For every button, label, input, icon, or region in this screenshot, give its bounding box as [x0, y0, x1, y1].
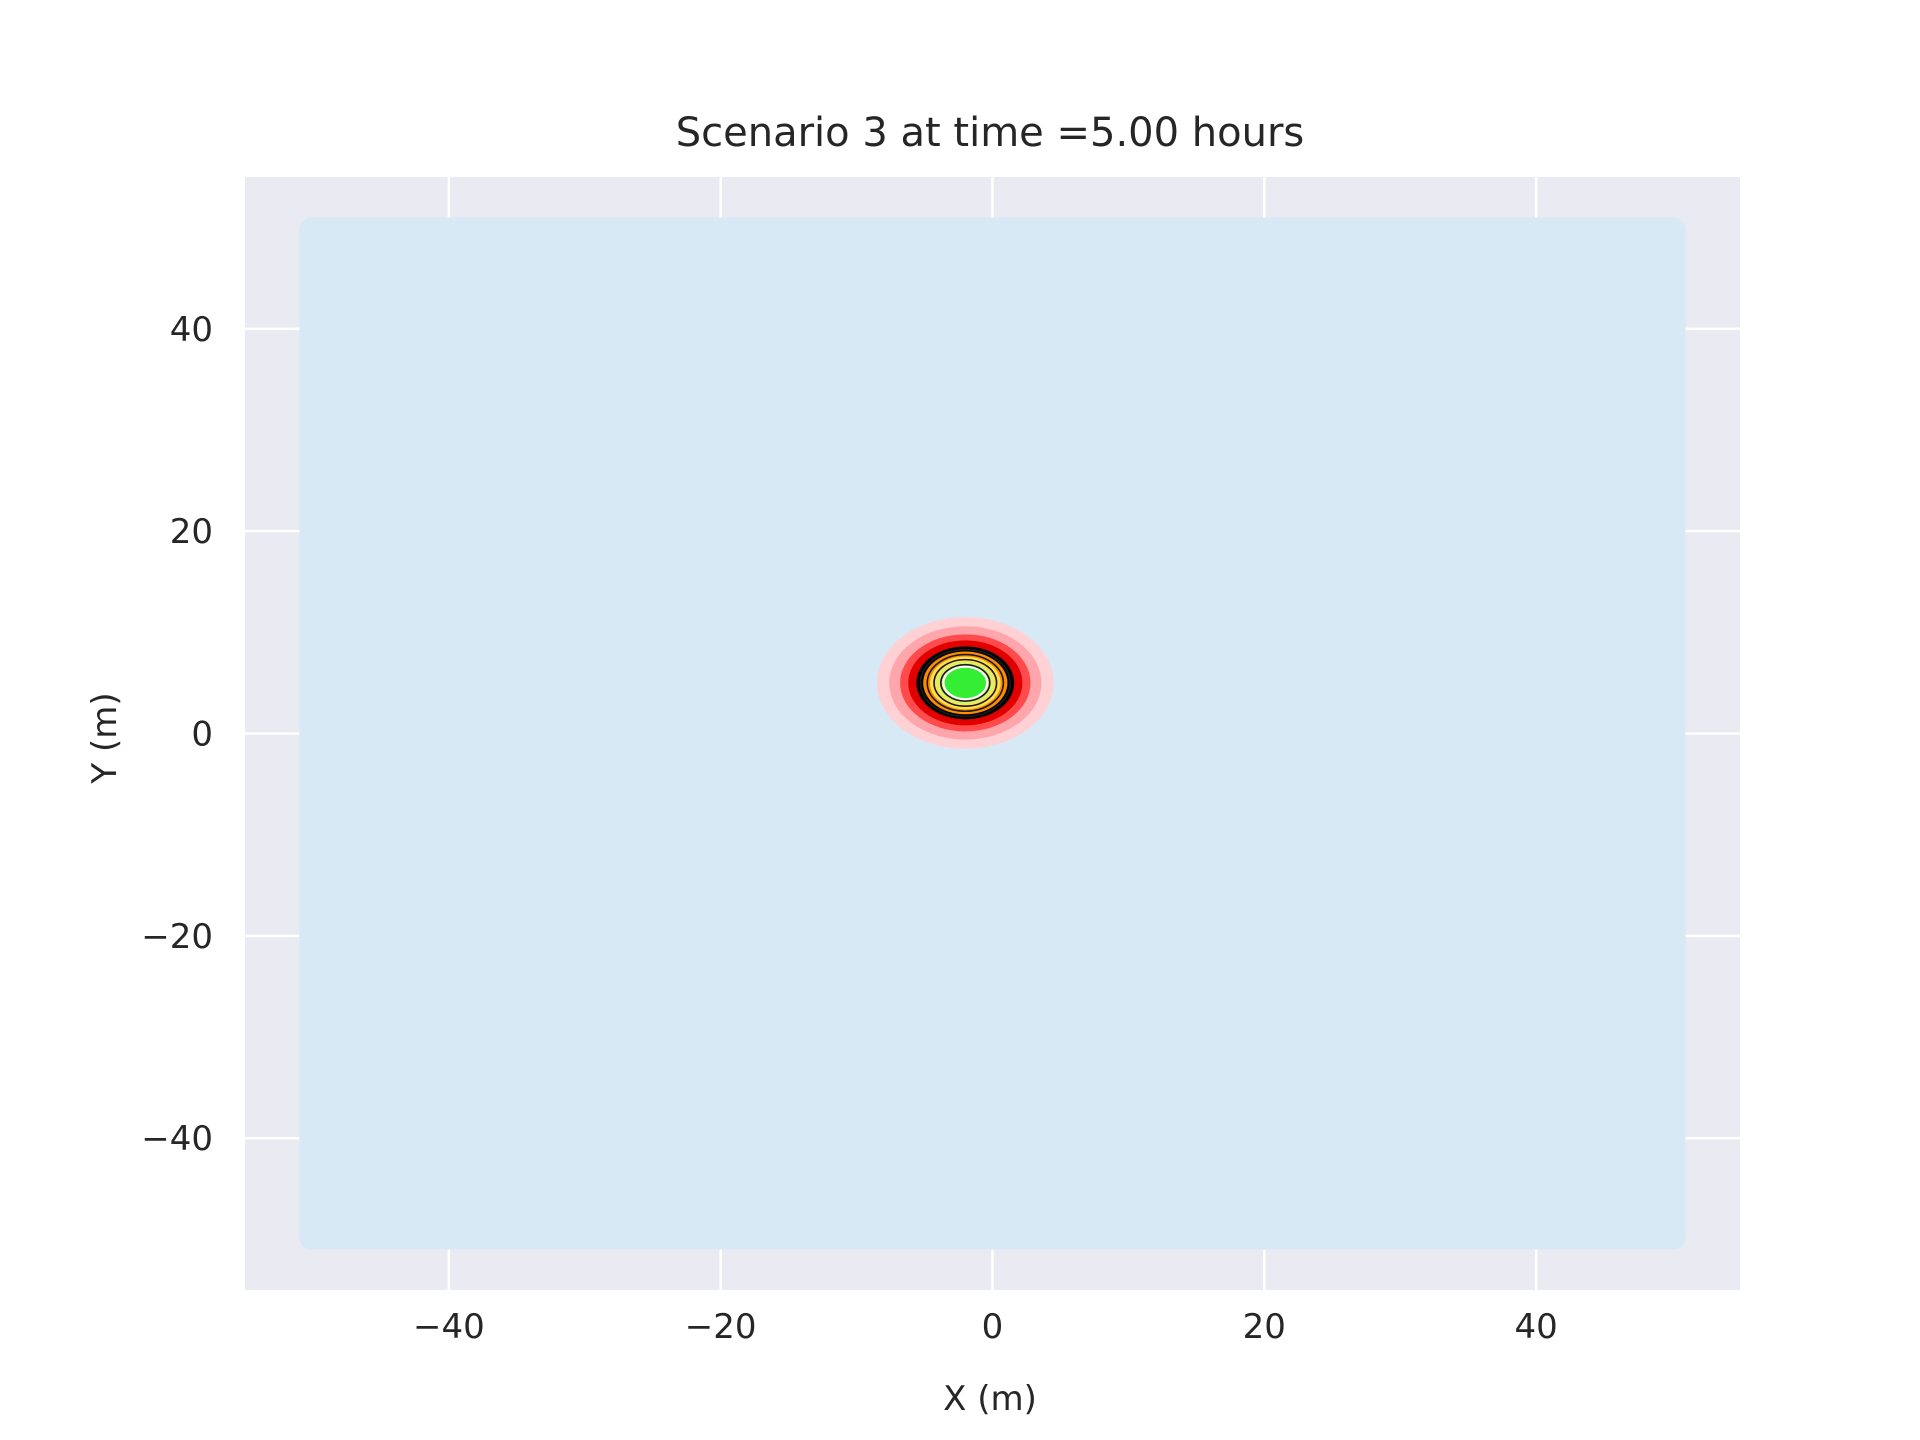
contour-line [940, 663, 991, 702]
x-tick-label: 40 [1515, 1307, 1558, 1347]
contour-line [919, 648, 1011, 718]
plume [876, 617, 1054, 749]
contour-line [926, 653, 1005, 713]
x-axis-ticks: −40 −20 0 20 40 [413, 1307, 1558, 1347]
chart-title: Scenario 3 at time =5.00 hours [676, 110, 1305, 156]
y-tick-label: 40 [170, 310, 213, 350]
y-axis-ticks: −40 −20 0 20 40 [141, 310, 213, 1159]
x-tick-label: 0 [982, 1307, 1004, 1347]
y-tick-label: 0 [191, 715, 213, 755]
plume-core-outline [942, 665, 989, 701]
contour-line [933, 658, 998, 707]
x-tick-label: 20 [1243, 1307, 1286, 1347]
y-tick-label: −20 [141, 917, 213, 957]
x-tick-label: −20 [685, 1307, 757, 1347]
y-tick-label: −40 [141, 1119, 213, 1159]
x-tick-label: −40 [413, 1307, 485, 1347]
contour-level [943, 666, 988, 700]
y-tick-label: 20 [170, 512, 213, 552]
y-axis-label: Y (m) [85, 692, 125, 784]
x-axis-label: X (m) [943, 1379, 1037, 1419]
